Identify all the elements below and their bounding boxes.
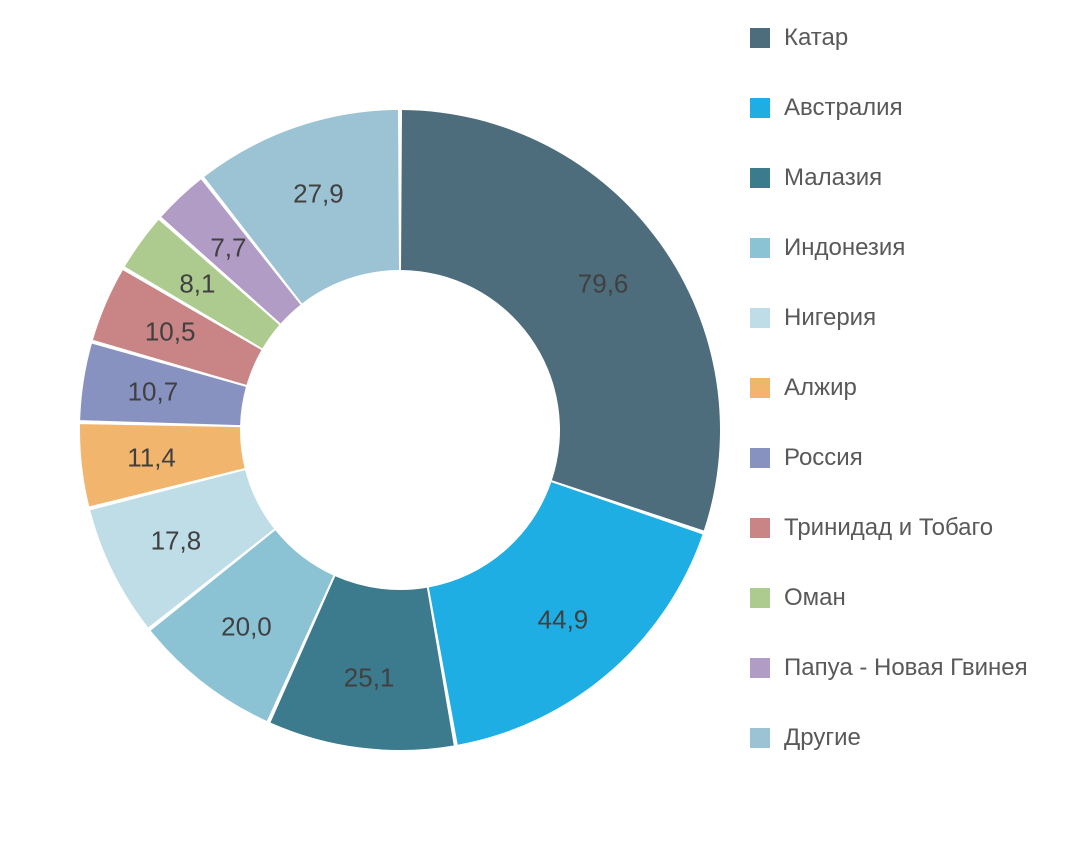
slice-value-label: 10,7 bbox=[128, 377, 179, 408]
legend-swatch bbox=[750, 658, 770, 678]
legend-item: Папуа - Новая Гвинея bbox=[750, 656, 1028, 680]
slice-value-label: 44,9 bbox=[538, 604, 589, 635]
chart-container: 79,6 44,9 25,1 20,0 17,8 11,4 10,7 10,5 8,1 7,7 27… bbox=[0, 0, 1080, 868]
legend-swatch bbox=[750, 518, 770, 538]
legend-item: Алжир bbox=[750, 376, 1028, 400]
legend-item: Тринидад и Тобаго bbox=[750, 516, 1028, 540]
legend-label: Алжир bbox=[784, 376, 857, 400]
legend-item: Австралия bbox=[750, 96, 1028, 120]
legend-swatch bbox=[750, 98, 770, 118]
legend-label: Индонезия bbox=[784, 236, 905, 260]
legend-label: Другие bbox=[784, 726, 861, 750]
legend-swatch bbox=[750, 588, 770, 608]
legend-swatch bbox=[750, 168, 770, 188]
slice-value-label: 7,7 bbox=[210, 233, 246, 264]
slice-value-label: 25,1 bbox=[344, 663, 395, 694]
legend-label: Нигерия bbox=[784, 306, 876, 330]
legend-item: Катар bbox=[750, 26, 1028, 50]
legend-item: Нигерия bbox=[750, 306, 1028, 330]
slice-value-label: 79,6 bbox=[578, 269, 629, 300]
legend-item: Малазия bbox=[750, 166, 1028, 190]
legend-item: Индонезия bbox=[750, 236, 1028, 260]
legend: Катар Австралия Малазия Индонезия Нигерия Алж… bbox=[740, 0, 1028, 868]
legend-label: Оман bbox=[784, 586, 846, 610]
legend-label: Катар bbox=[784, 26, 848, 50]
slice-value-label: 8,1 bbox=[179, 268, 215, 299]
legend-label: Малазия bbox=[784, 166, 882, 190]
legend-label: Тринидад и Тобаго bbox=[784, 516, 993, 540]
donut-svg bbox=[0, 0, 740, 868]
legend-swatch bbox=[750, 238, 770, 258]
legend-label: Папуа - Новая Гвинея bbox=[784, 656, 1028, 680]
slice-value-label: 17,8 bbox=[151, 525, 202, 556]
legend-swatch bbox=[750, 448, 770, 468]
slice-value-label: 10,5 bbox=[145, 316, 196, 347]
legend-swatch bbox=[750, 378, 770, 398]
slice-value-label: 20,0 bbox=[221, 612, 272, 643]
legend-item: Оман bbox=[750, 586, 1028, 610]
legend-swatch bbox=[750, 728, 770, 748]
slice-value-label: 27,9 bbox=[293, 178, 344, 209]
legend-item: Другие bbox=[750, 726, 1028, 750]
legend-label: Австралия bbox=[784, 96, 903, 120]
legend-label: Россия bbox=[784, 446, 863, 470]
legend-item: Россия bbox=[750, 446, 1028, 470]
slice bbox=[401, 110, 720, 531]
slice-value-label: 11,4 bbox=[127, 442, 176, 473]
legend-swatch bbox=[750, 308, 770, 328]
legend-swatch bbox=[750, 28, 770, 48]
donut-chart: 79,6 44,9 25,1 20,0 17,8 11,4 10,7 10,5 8,1 7,7 27… bbox=[0, 0, 740, 868]
